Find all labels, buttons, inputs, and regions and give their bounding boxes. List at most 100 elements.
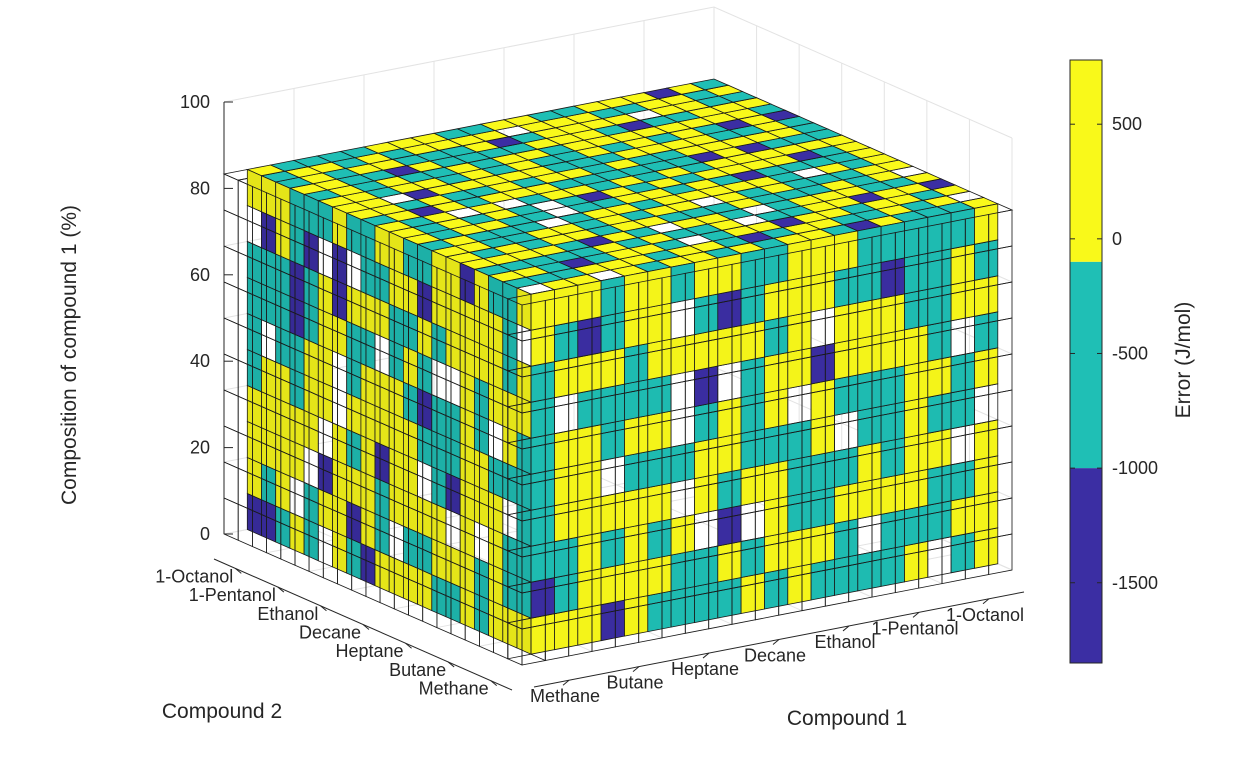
voxel-left-cell [402, 453, 419, 497]
voxel-right-cell [600, 599, 625, 642]
z-tick-label: 60 [190, 265, 210, 285]
voxel-right-cell [717, 433, 742, 475]
voxel-left-cell [303, 445, 319, 490]
voxel-right-cell [577, 424, 602, 466]
voxel-left-cell [360, 326, 376, 371]
voxel-left-cell [346, 248, 362, 293]
y-tick-mark [362, 624, 370, 630]
voxel-right-cell [694, 329, 719, 372]
z-tick-label: 20 [190, 438, 210, 458]
voxel-right-cell [810, 414, 835, 457]
voxel-left-cell [417, 495, 433, 540]
voxel-left-cell [317, 344, 333, 388]
voxel-right-cell [624, 595, 649, 637]
voxel-right-cell [740, 536, 765, 578]
voxel-left-cell [303, 265, 319, 310]
voxel-right-cell [647, 482, 672, 525]
voxel-left-cell [445, 472, 461, 516]
voxel-left-cell [473, 412, 490, 457]
voxel-right-cell [577, 388, 602, 430]
voxel-left-cell [388, 555, 404, 599]
voxel-left-cell [332, 278, 348, 322]
voxel-left-cell [473, 520, 490, 565]
z-tick-label: 100 [180, 92, 210, 112]
voxel-right-cell [764, 388, 789, 430]
voxel-right-cell [554, 428, 579, 471]
voxel-left-cell [246, 420, 262, 465]
voxel-left-cell [473, 376, 490, 421]
voxel-left-cell [417, 315, 433, 360]
voxel-top-cell [689, 78, 730, 91]
voxel-right-cell [950, 495, 975, 538]
voxel-left-cell [317, 524, 333, 568]
voxel-right-cell [927, 320, 952, 362]
voxel-empty-cell [223, 389, 239, 433]
voxel-right-cell [834, 410, 859, 452]
voxel-right-cell [717, 361, 742, 403]
x-tick-mark [982, 598, 990, 605]
voxel-right-cell [904, 468, 929, 511]
voxel-right-cell [950, 531, 975, 574]
y-tick-label: Methane [419, 679, 489, 699]
y-axis-label: Compound 2 [162, 700, 282, 723]
voxel-left-cell [303, 373, 319, 418]
voxel-right-cell [577, 316, 602, 358]
voxel-left-cell [459, 514, 475, 558]
voxel-right-cell [787, 527, 812, 569]
voxel-left-cell [360, 254, 376, 299]
voxel-right-cell [647, 446, 672, 489]
colorbar-label: Error (J/mol) [1172, 302, 1195, 419]
voxel-right-cell [950, 279, 975, 322]
voxel-left-cell [502, 533, 518, 577]
voxel-right-cell [787, 455, 812, 497]
voxel-left-cell [332, 530, 348, 574]
voxel-left-cell [459, 370, 475, 414]
voxel-left-cell [473, 268, 490, 313]
voxel-left-cell [374, 476, 390, 521]
voxel-right-cell [600, 311, 625, 354]
colorbar-tick-label: 500 [1112, 114, 1142, 134]
voxel-left-cell [360, 218, 376, 263]
voxel-left-cell [431, 429, 447, 474]
voxel-left-cell [346, 428, 362, 473]
voxel-left-cell [459, 586, 475, 630]
voxel-left-cell [445, 580, 461, 624]
voxel-right-cell [624, 487, 649, 529]
voxel-left-cell [388, 231, 404, 275]
voxel-right-cell [577, 460, 602, 502]
voxel-left-cell [488, 310, 504, 355]
voxel-left-cell [360, 362, 376, 407]
voxel-right-cell [624, 559, 649, 601]
voxel-left-cell [502, 461, 518, 505]
voxel-left-cell [388, 411, 404, 455]
voxel-right-cell [554, 500, 579, 543]
voxel-right-cell [764, 568, 789, 610]
voxel-left-cell [317, 200, 333, 244]
voxel-right-cell [554, 464, 579, 507]
voxel-right-cell [857, 549, 882, 592]
voxel-right-cell [974, 491, 999, 533]
voxel-right-cell [974, 347, 999, 389]
voxel-right-cell [904, 324, 929, 367]
voxel-right-cell [647, 338, 672, 381]
voxel-right-cell [950, 315, 975, 358]
voxel-left-cell [488, 346, 504, 391]
voxel-right-cell [624, 523, 649, 565]
voxel-left-cell [459, 550, 475, 594]
voxel-right-cell [857, 513, 882, 556]
voxel-right-cell [717, 253, 742, 295]
voxel-right-cell [647, 590, 672, 633]
voxel-right-cell [927, 212, 952, 254]
voxel-left-cell [459, 442, 475, 486]
voxel-left-cell [445, 328, 461, 372]
voxel-left-cell [261, 175, 277, 219]
voxel-left-cell [346, 284, 362, 329]
voxel-right-cell [810, 486, 835, 529]
voxel-right-cell [974, 419, 999, 461]
voxel-right-cell [810, 450, 835, 493]
y-tick-label: 1-Pentanol [189, 585, 276, 605]
voxel-right-cell [554, 356, 579, 399]
voxel-right-cell [717, 577, 742, 619]
voxel-right-cell [577, 604, 602, 646]
